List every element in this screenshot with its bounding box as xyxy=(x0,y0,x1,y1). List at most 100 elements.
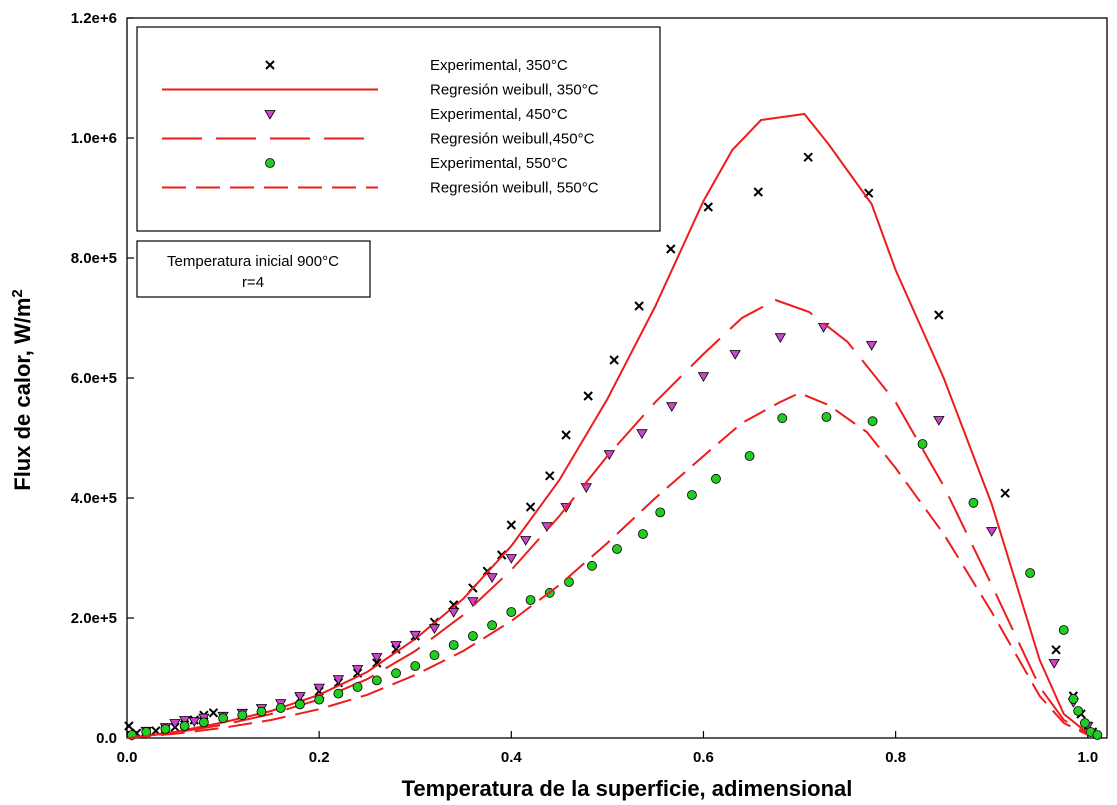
data-point xyxy=(934,310,944,320)
series-layer xyxy=(124,112,1103,741)
data-point xyxy=(160,724,171,734)
annotation-line-1: Temperatura inicial 900°C xyxy=(167,253,339,270)
data-point xyxy=(313,683,325,694)
data-point xyxy=(487,620,497,631)
data-point xyxy=(1000,488,1010,498)
data-point xyxy=(1025,568,1036,578)
data-point xyxy=(711,473,721,484)
legend-label: Regresión weibull, 550°C xyxy=(430,180,599,197)
data-point xyxy=(372,658,382,668)
data-point xyxy=(729,350,741,360)
data-point xyxy=(1068,694,1079,704)
data-point xyxy=(1080,718,1090,728)
data-point xyxy=(218,713,228,724)
data-point xyxy=(275,703,286,713)
data-point xyxy=(634,301,644,311)
data-point xyxy=(636,429,648,439)
data-point xyxy=(525,595,536,605)
data-point xyxy=(486,573,498,583)
y-axis-title: Flux de calor, W/m2 xyxy=(9,289,35,491)
data-point xyxy=(333,688,344,699)
legend-item: Experimental, 550°C xyxy=(265,155,568,172)
x-tick-label: 1.0 xyxy=(1077,749,1098,766)
series-4 xyxy=(126,412,1103,740)
legend-label: Experimental, 450°C xyxy=(430,106,568,123)
data-point xyxy=(583,391,593,401)
series-line xyxy=(126,298,1089,739)
series-5 xyxy=(126,391,1089,739)
data-point xyxy=(561,430,571,440)
data-point xyxy=(1058,625,1069,635)
annotation-frame xyxy=(136,240,371,298)
data-point xyxy=(1048,659,1060,669)
data-point xyxy=(520,536,532,546)
x-tick-label: 0.4 xyxy=(501,749,523,766)
data-point xyxy=(429,650,440,661)
data-point xyxy=(564,577,574,587)
y-axis-title-superscript: 2 xyxy=(9,289,26,297)
data-point xyxy=(314,694,325,705)
data-point xyxy=(666,244,676,254)
y-tick-label: 4.0e+5 xyxy=(71,490,117,507)
data-point xyxy=(295,699,305,710)
data-point xyxy=(703,202,713,212)
y-tick-label: 1.0e+6 xyxy=(71,130,117,147)
y-axis-title-main: Flux de calor, W/m xyxy=(10,298,35,491)
data-point xyxy=(587,560,597,571)
series-line xyxy=(126,112,1089,739)
data-point xyxy=(351,665,364,675)
data-point xyxy=(188,717,200,727)
data-point xyxy=(697,372,710,382)
y-tick-label: 0.0 xyxy=(96,730,117,747)
legend-marker-swatch xyxy=(265,158,275,168)
data-point xyxy=(666,402,678,412)
data-point xyxy=(917,439,928,449)
data-point xyxy=(448,640,459,650)
y-axis: 0.0 2.0e+5 4.0e+5 6.0e+5 8.0e+5 1.0e+6 1.2e+6 xyxy=(71,10,134,747)
data-point xyxy=(428,624,441,634)
series-line xyxy=(126,391,1089,739)
data-point xyxy=(447,608,460,618)
data-point xyxy=(294,692,306,702)
data-point xyxy=(545,471,555,481)
data-point xyxy=(467,631,478,641)
data-point xyxy=(986,527,998,537)
data-point xyxy=(821,412,832,422)
series-1 xyxy=(126,112,1089,739)
data-point xyxy=(169,719,181,729)
legend-label: Experimental, 550°C xyxy=(430,155,568,172)
y-tick-label: 1.2e+6 xyxy=(71,10,117,27)
x-tick-label: 0.6 xyxy=(693,749,714,766)
data-point xyxy=(208,708,219,718)
data-point xyxy=(777,413,788,424)
legend-label: Regresión weibull, 350°C xyxy=(430,82,599,99)
x-tick-label: 0.0 xyxy=(117,749,138,766)
legend-marker-swatch xyxy=(264,110,276,120)
data-point xyxy=(256,706,267,717)
x-tick-label: 0.8 xyxy=(885,749,906,766)
legend-item: Regresión weibull,450°C xyxy=(162,131,595,148)
data-point xyxy=(744,451,755,461)
data-point xyxy=(865,341,878,351)
data-point xyxy=(1051,645,1061,655)
legend-label: Regresión weibull,450°C xyxy=(430,131,595,148)
x-tick-label: 0.2 xyxy=(309,749,330,766)
y-tick-label: 8.0e+5 xyxy=(71,250,117,267)
data-point xyxy=(332,675,345,685)
data-point xyxy=(612,544,622,554)
legend-frame xyxy=(136,26,661,232)
y-tick-label: 2.0e+5 xyxy=(71,610,117,627)
data-point xyxy=(178,716,191,726)
data-point xyxy=(638,529,648,539)
data-point xyxy=(390,641,402,651)
data-point xyxy=(774,333,787,343)
data-point xyxy=(352,682,363,692)
data-point xyxy=(687,490,697,500)
data-point xyxy=(505,554,518,564)
data-point xyxy=(506,520,517,530)
data-point xyxy=(391,668,401,679)
data-point xyxy=(803,152,813,162)
data-point xyxy=(506,607,517,617)
data-point xyxy=(655,507,666,518)
series-2 xyxy=(126,323,1094,741)
